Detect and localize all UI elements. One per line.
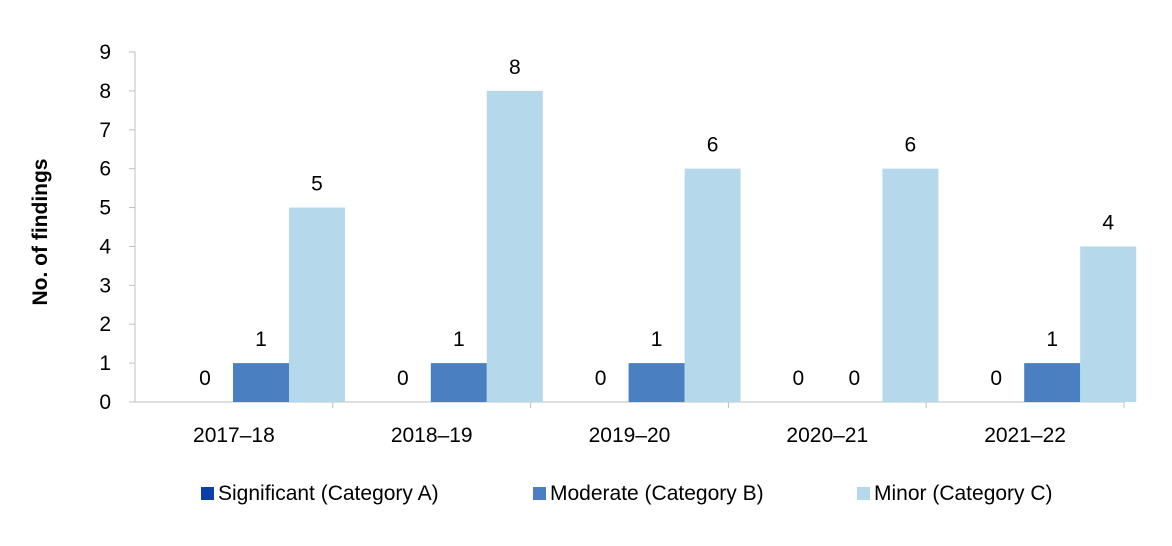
data-label: 0 [990, 367, 1002, 390]
y-tick-label: 8 [99, 80, 111, 103]
data-label: 6 [905, 134, 917, 157]
legend-swatch [857, 487, 870, 500]
y-tick-label: 7 [99, 119, 111, 142]
data-label: 0 [849, 367, 861, 390]
x-category-label: 2019–20 [589, 424, 671, 447]
bar [289, 207, 345, 402]
y-axis-title-group: No. of findings [29, 159, 52, 306]
y-tick-label: 4 [99, 235, 111, 258]
y-tick-label: 9 [99, 41, 111, 64]
y-tick-label: 2 [99, 313, 111, 336]
y-tick-label: 5 [99, 197, 111, 220]
legend-swatch [533, 487, 546, 500]
data-label: 8 [509, 56, 521, 79]
bar [1024, 363, 1081, 402]
data-label: 1 [453, 328, 465, 351]
data-label: 1 [255, 328, 267, 351]
data-label: 4 [1102, 211, 1114, 234]
x-category-label: 2018–19 [391, 424, 473, 447]
bar [1080, 246, 1137, 402]
y-tick-label: 3 [99, 274, 111, 297]
bar [684, 168, 741, 402]
data-label: 5 [311, 173, 323, 196]
data-label: 1 [1046, 328, 1058, 351]
x-category-label: 2021–22 [984, 424, 1066, 447]
legend-label: Moderate (Category B) [550, 482, 764, 505]
x-category-label: 2020–21 [786, 424, 868, 447]
data-label: 0 [199, 367, 211, 390]
data-label: 0 [793, 367, 805, 390]
bar [486, 90, 543, 402]
y-tick-label: 0 [99, 391, 111, 414]
bar [430, 363, 487, 402]
y-tick-label: 1 [99, 352, 111, 375]
bar [628, 363, 685, 402]
y-tick-label: 6 [99, 158, 111, 181]
data-label: 6 [707, 134, 719, 157]
y-axis-title: No. of findings [29, 159, 52, 306]
bar [882, 168, 939, 402]
legend-swatch [201, 487, 214, 500]
data-label: 0 [397, 367, 409, 390]
legend-label: Significant (Category A) [218, 482, 439, 505]
plot-area: 0 1 2 3 4 5 6 7 8 9 0 1 5 2017–18 0 1 8 2018–19 0 1 6 2019–20… [99, 41, 1137, 447]
x-category-label: 2017–18 [193, 424, 275, 447]
legend: Significant (Category A) Moderate (Catego… [201, 482, 1053, 505]
data-label: 1 [651, 328, 663, 351]
bar [233, 363, 289, 402]
data-label: 0 [595, 367, 607, 390]
legend-label: Minor (Category C) [874, 482, 1053, 505]
